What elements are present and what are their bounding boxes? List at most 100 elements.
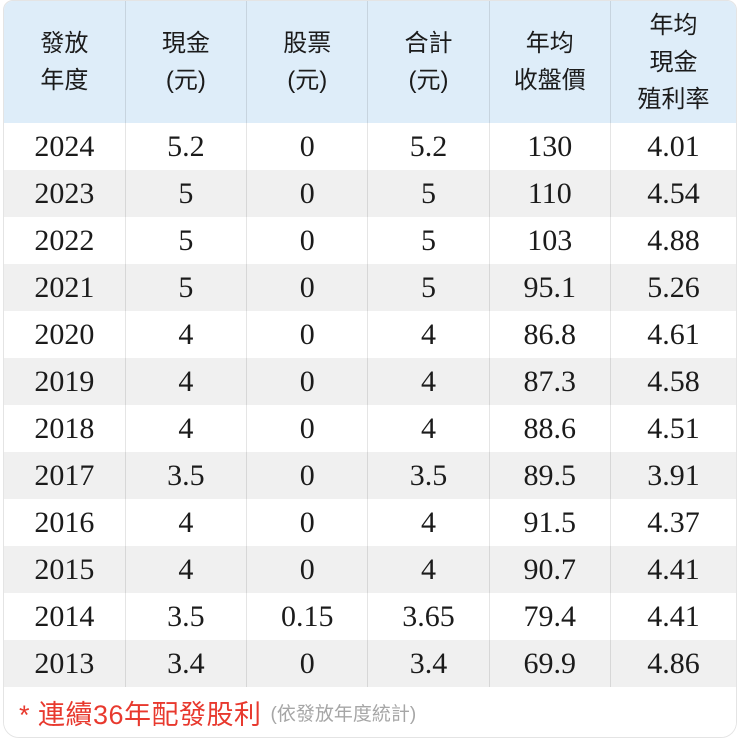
cell-year: 2014 <box>4 593 126 640</box>
cell-total: 5 <box>367 170 490 217</box>
cell-stock: 0 <box>246 264 368 311</box>
cell-year: 2016 <box>4 499 126 546</box>
table-header: 發放 年度 現金 (元) 股票 (元) 合計 (元) 年均 收盤價 <box>4 1 736 123</box>
cell-cash: 4 <box>124 546 247 593</box>
footnote-statistics-basis-text: (依發放年度統計) <box>270 703 417 725</box>
cell-stock: 0 <box>246 217 368 264</box>
cell-cash: 3.4 <box>124 640 247 687</box>
cell-cash-yield: 4.51 <box>609 405 736 452</box>
cell-total: 3.65 <box>367 593 490 640</box>
cell-total: 5 <box>367 264 490 311</box>
header-line: 現金 <box>649 48 698 76</box>
cell-avg-close: 95.1 <box>488 264 611 311</box>
cell-total: 5 <box>367 217 490 264</box>
cell-avg-close: 110 <box>488 170 611 217</box>
cell-cash-yield: 4.58 <box>609 358 736 405</box>
cell-year: 2024 <box>4 123 126 170</box>
cell-cash: 3.5 <box>124 452 247 499</box>
cell-year: 2020 <box>4 311 126 358</box>
cell-stock: 0 <box>246 358 368 405</box>
cell-avg-close: 89.5 <box>488 452 611 499</box>
header-line: 發放 <box>40 30 89 57</box>
table-row: 2022 5 0 5 103 4.88 <box>4 217 736 264</box>
cell-avg-close: 88.6 <box>488 405 611 452</box>
cell-stock: 0 <box>246 123 368 170</box>
header-line: (元) <box>408 67 449 94</box>
cell-avg-close: 91.5 <box>488 499 611 546</box>
header-line: 現金 <box>161 30 210 57</box>
header-line: 殖利率 <box>637 85 710 113</box>
table-body: 2024 5.2 0 5.2 130 4.01 2023 5 0 5 110 4… <box>4 123 736 687</box>
table-row: 2013 3.4 0 3.4 69.9 4.86 <box>4 640 736 687</box>
cell-cash: 5 <box>124 264 247 311</box>
header-line: 年均 <box>525 30 574 57</box>
cell-year: 2013 <box>4 640 126 687</box>
col-header-avg-close: 年均 收盤價 <box>488 1 611 123</box>
cell-cash-yield: 3.91 <box>609 452 736 499</box>
cell-cash: 4 <box>124 358 247 405</box>
header-line: 收盤價 <box>513 67 586 94</box>
cell-stock: 0 <box>246 311 368 358</box>
cell-total: 3.5 <box>367 452 490 499</box>
cell-cash: 5.2 <box>124 123 247 170</box>
cell-stock: 0 <box>246 499 368 546</box>
cell-avg-close: 87.3 <box>488 358 611 405</box>
table-row: 2016 4 0 4 91.5 4.37 <box>4 499 736 546</box>
cell-total: 4 <box>367 405 490 452</box>
col-header-payout-year: 發放 年度 <box>4 1 126 123</box>
cell-cash-yield: 4.01 <box>609 123 736 170</box>
cell-stock: 0.15 <box>246 593 368 640</box>
cell-cash-yield: 4.37 <box>609 499 736 546</box>
header-line: 合計 <box>404 30 453 57</box>
cell-total: 4 <box>367 499 490 546</box>
cell-year: 2018 <box>4 405 126 452</box>
cell-avg-close: 79.4 <box>488 593 611 640</box>
cell-cash-yield: 4.88 <box>609 217 736 264</box>
table-row: 2020 4 0 4 86.8 4.61 <box>4 311 736 358</box>
cell-total: 5.2 <box>367 123 490 170</box>
cell-avg-close: 90.7 <box>488 546 611 593</box>
cell-avg-close: 130 <box>488 123 611 170</box>
cell-cash-yield: 4.41 <box>609 593 736 640</box>
table-row: 2024 5.2 0 5.2 130 4.01 <box>4 123 736 170</box>
cell-stock: 0 <box>246 546 368 593</box>
col-header-stock: 股票 (元) <box>246 1 368 123</box>
header-line: (元) <box>165 67 206 94</box>
cell-cash-yield: 4.86 <box>609 640 736 687</box>
cell-year: 2015 <box>4 546 126 593</box>
header-line: (元) <box>287 67 328 94</box>
cell-cash: 5 <box>124 170 247 217</box>
cell-cash: 5 <box>124 217 247 264</box>
table-row: 2017 3.5 0 3.5 89.5 3.91 <box>4 452 736 499</box>
table-row: 2015 4 0 4 90.7 4.41 <box>4 546 736 593</box>
cell-cash: 3.5 <box>124 593 247 640</box>
cell-year: 2022 <box>4 217 126 264</box>
cell-cash-yield: 5.26 <box>609 264 736 311</box>
cell-total: 3.4 <box>367 640 490 687</box>
cell-total: 4 <box>367 546 490 593</box>
table-row: 2019 4 0 4 87.3 4.58 <box>4 358 736 405</box>
table-row: 2014 3.5 0.15 3.65 79.4 4.41 <box>4 593 736 640</box>
header-line: 年均 <box>649 11 698 39</box>
cell-year: 2021 <box>4 264 126 311</box>
cell-avg-close: 86.8 <box>488 311 611 358</box>
header-line: 股票 <box>283 30 332 57</box>
cell-stock: 0 <box>246 640 368 687</box>
header-row: 發放 年度 現金 (元) 股票 (元) 合計 (元) 年均 收盤價 <box>4 1 736 123</box>
cell-cash: 4 <box>124 499 247 546</box>
table-row: 2021 5 0 5 95.1 5.26 <box>4 264 736 311</box>
cell-year: 2019 <box>4 358 126 405</box>
dividend-history-card: 發放 年度 現金 (元) 股票 (元) 合計 (元) 年均 收盤價 <box>3 0 737 738</box>
cell-stock: 0 <box>246 170 368 217</box>
cell-year: 2017 <box>4 452 126 499</box>
cell-avg-close: 69.9 <box>488 640 611 687</box>
col-header-total: 合計 (元) <box>367 1 490 123</box>
dividend-table: 發放 年度 現金 (元) 股票 (元) 合計 (元) 年均 收盤價 <box>4 1 736 687</box>
footnote-consecutive-dividend-text: * 連續36年配發股利 <box>19 699 262 730</box>
cell-cash-yield: 4.54 <box>609 170 736 217</box>
header-line: 年度 <box>40 67 89 94</box>
cell-total: 4 <box>367 358 490 405</box>
footnote: * 連續36年配發股利 (依發放年度統計) <box>4 687 736 737</box>
cell-cash: 4 <box>124 311 247 358</box>
col-header-cash-yield: 年均 現金 殖利率 <box>609 1 736 123</box>
